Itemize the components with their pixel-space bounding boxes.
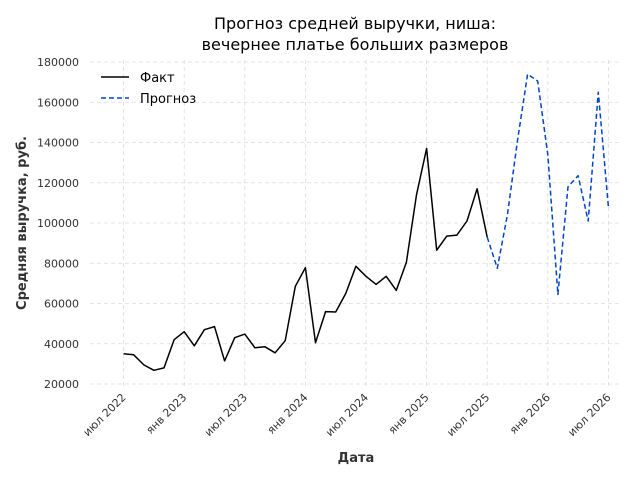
legend: Факт Прогноз (101, 71, 196, 107)
series-line-forecast (486, 73, 610, 296)
x-tick-label: янв 2023 (144, 391, 190, 437)
y-tick-label: 100000 (37, 217, 79, 230)
y-tick-labels: 20000 40000 60000 80000 100000 120000 140000 16… (37, 56, 79, 391)
x-tick-label: июл 2025 (444, 391, 492, 439)
y-tick-label: 20000 (44, 378, 79, 391)
y-tick-label: 120000 (37, 177, 79, 190)
legend-label-forecast: Прогноз (140, 92, 196, 107)
y-tick-label: 60000 (44, 298, 79, 311)
series-line-fact (123, 147, 488, 372)
chart-title-line-1: Прогноз средней выручки, ниша: (214, 14, 496, 33)
x-tick-label: июл 2022 (81, 391, 129, 439)
x-tick-label: июл 2023 (202, 391, 250, 439)
x-axis-label: Дата (338, 451, 375, 466)
chart-title-line-2: вечернее платье больших размеров (202, 35, 509, 54)
plot-series (123, 73, 610, 372)
x-tick-labels: июл 2022 янв 2023 июл 2023 янв 2024 июл 2024… (81, 391, 614, 439)
y-tick-label: 160000 (37, 96, 79, 109)
y-tick-label: 140000 (37, 137, 79, 150)
x-tick-label: июл 2026 (565, 391, 613, 439)
legend-label-fact: Факт (140, 71, 175, 86)
x-tick-label: янв 2024 (265, 391, 311, 437)
y-tick-label: 80000 (44, 257, 79, 270)
x-tick-label: июл 2024 (323, 391, 371, 439)
grid-lines (90, 60, 622, 386)
y-tick-label: 40000 (44, 338, 79, 351)
y-tick-label: 180000 (37, 56, 79, 69)
x-tick-label: янв 2026 (507, 391, 553, 437)
x-tick-label: янв 2025 (386, 391, 432, 437)
y-axis-label: Средняя выручка, руб. (15, 136, 30, 310)
